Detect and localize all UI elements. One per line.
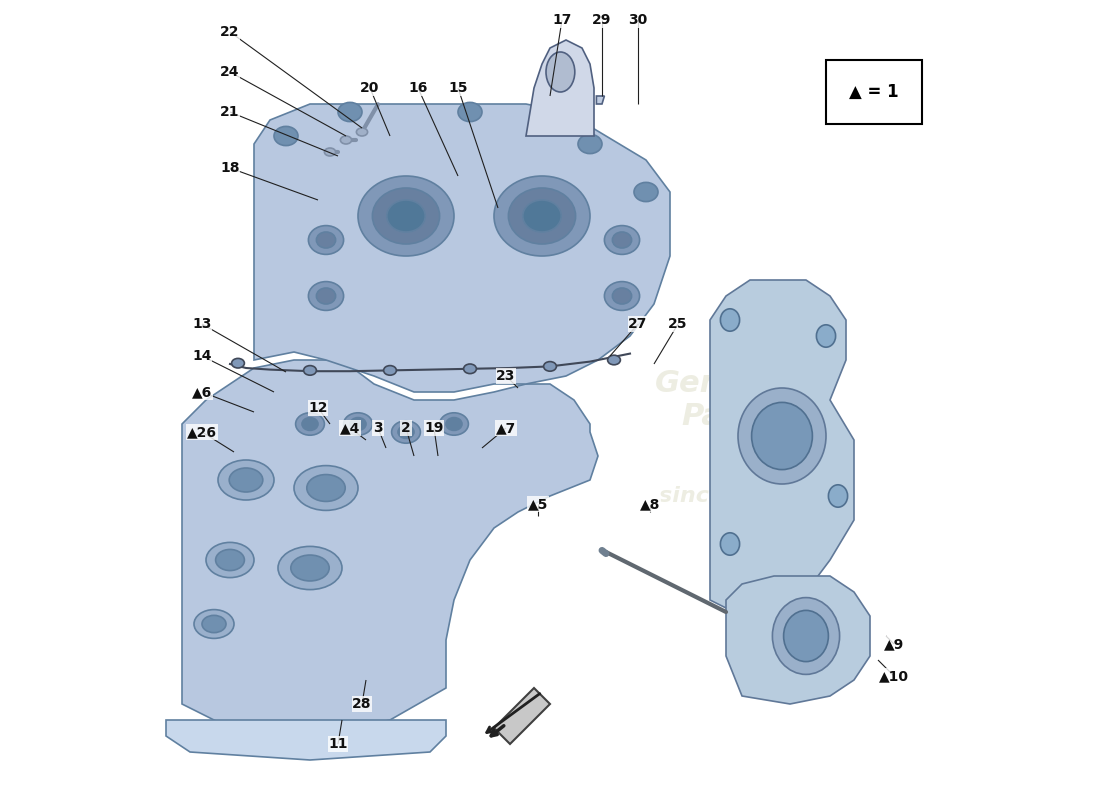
Ellipse shape: [398, 426, 414, 438]
Text: 11: 11: [328, 737, 348, 751]
Ellipse shape: [446, 418, 462, 430]
Text: 14: 14: [192, 349, 211, 363]
Ellipse shape: [340, 136, 352, 144]
Ellipse shape: [522, 200, 561, 232]
Ellipse shape: [607, 355, 620, 365]
Text: ▲5: ▲5: [528, 497, 548, 511]
Text: ▲4: ▲4: [340, 421, 360, 435]
Ellipse shape: [720, 309, 739, 331]
Polygon shape: [596, 96, 604, 104]
Text: 28: 28: [352, 697, 372, 711]
Ellipse shape: [343, 413, 373, 435]
Text: 12: 12: [308, 401, 328, 415]
Ellipse shape: [387, 200, 426, 232]
Text: 27: 27: [628, 317, 648, 331]
Ellipse shape: [302, 418, 318, 430]
Polygon shape: [166, 720, 446, 760]
Text: 2: 2: [402, 421, 411, 435]
Ellipse shape: [384, 366, 396, 375]
Text: ▲8: ▲8: [640, 497, 660, 511]
Ellipse shape: [720, 533, 739, 555]
Ellipse shape: [232, 358, 244, 368]
Ellipse shape: [634, 182, 658, 202]
Polygon shape: [526, 40, 594, 136]
Ellipse shape: [194, 610, 234, 638]
Text: ▲26: ▲26: [187, 425, 217, 439]
Text: 17: 17: [552, 13, 572, 27]
Polygon shape: [254, 104, 670, 392]
Text: 24: 24: [220, 65, 240, 79]
Polygon shape: [182, 360, 598, 736]
Ellipse shape: [229, 468, 263, 492]
Ellipse shape: [604, 226, 639, 254]
Ellipse shape: [308, 282, 343, 310]
Text: ▲9: ▲9: [884, 637, 904, 651]
Polygon shape: [726, 576, 870, 704]
Ellipse shape: [356, 128, 367, 136]
Text: 29: 29: [592, 13, 612, 27]
Ellipse shape: [543, 362, 557, 371]
Ellipse shape: [463, 364, 476, 374]
Ellipse shape: [458, 102, 482, 122]
Ellipse shape: [294, 466, 358, 510]
Ellipse shape: [307, 474, 345, 502]
Ellipse shape: [358, 176, 454, 256]
Ellipse shape: [783, 610, 828, 662]
Ellipse shape: [317, 232, 336, 248]
Ellipse shape: [338, 102, 362, 122]
Text: 19: 19: [425, 421, 443, 435]
Text: 25: 25: [669, 317, 688, 331]
Text: 15: 15: [449, 81, 468, 95]
Text: 23: 23: [496, 369, 516, 383]
Text: ▲ = 1: ▲ = 1: [849, 83, 899, 101]
Ellipse shape: [206, 542, 254, 578]
Ellipse shape: [317, 288, 336, 304]
Ellipse shape: [604, 282, 639, 310]
Polygon shape: [494, 688, 550, 744]
Ellipse shape: [202, 615, 226, 633]
Text: 20: 20: [361, 81, 379, 95]
Ellipse shape: [578, 134, 602, 154]
Text: 30: 30: [628, 13, 648, 27]
Text: since 1985: since 1985: [659, 486, 793, 506]
Ellipse shape: [772, 598, 839, 674]
Ellipse shape: [373, 188, 440, 244]
Ellipse shape: [546, 52, 575, 92]
Ellipse shape: [216, 550, 244, 570]
Ellipse shape: [751, 402, 813, 470]
Ellipse shape: [218, 460, 274, 500]
Ellipse shape: [613, 232, 631, 248]
Text: ▲10: ▲10: [879, 669, 909, 683]
Ellipse shape: [613, 288, 631, 304]
Text: Genuine
Parts: Genuine Parts: [654, 369, 798, 431]
Text: 13: 13: [192, 317, 211, 331]
Text: 16: 16: [408, 81, 428, 95]
Text: 18: 18: [220, 161, 240, 175]
Ellipse shape: [392, 421, 420, 443]
Ellipse shape: [828, 485, 848, 507]
Ellipse shape: [508, 188, 575, 244]
Ellipse shape: [738, 388, 826, 484]
Ellipse shape: [440, 413, 469, 435]
Ellipse shape: [278, 546, 342, 590]
Ellipse shape: [290, 555, 329, 581]
Ellipse shape: [494, 176, 590, 256]
Text: 3: 3: [373, 421, 383, 435]
Ellipse shape: [304, 366, 317, 375]
Text: ▲6: ▲6: [191, 385, 212, 399]
Text: 21: 21: [220, 105, 240, 119]
Text: 22: 22: [220, 25, 240, 39]
Polygon shape: [710, 280, 854, 616]
FancyBboxPatch shape: [826, 60, 922, 124]
Ellipse shape: [274, 126, 298, 146]
Ellipse shape: [296, 413, 324, 435]
Ellipse shape: [816, 325, 836, 347]
Text: ▲7: ▲7: [496, 421, 516, 435]
Ellipse shape: [350, 418, 366, 430]
Ellipse shape: [308, 226, 343, 254]
Ellipse shape: [324, 148, 336, 156]
